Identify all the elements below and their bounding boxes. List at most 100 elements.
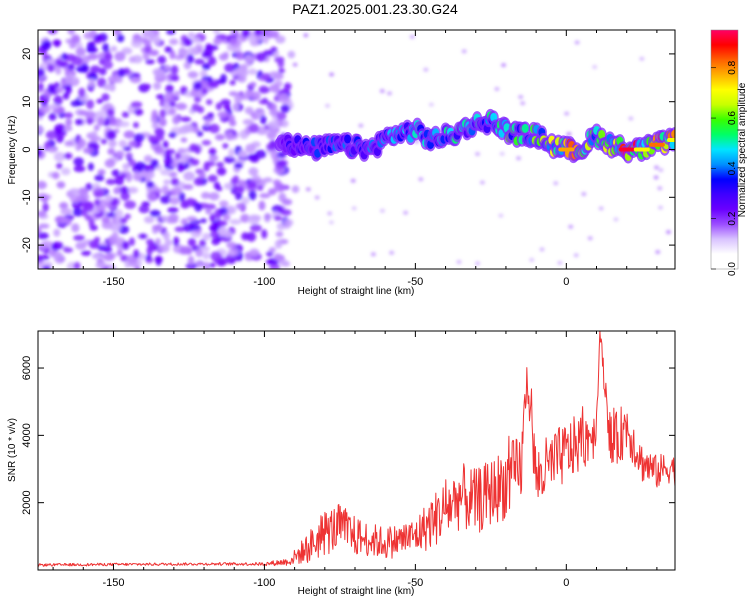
heatmap-noise-blob — [169, 49, 176, 60]
heatmap-noise-blob — [200, 218, 207, 224]
heatmap-noise-blob — [270, 46, 278, 53]
heatmap-noise-blob — [168, 101, 177, 108]
heatmap-noise-blob — [209, 81, 219, 89]
heatmap-noise-blob — [183, 38, 193, 47]
heatmap-noise-blob — [166, 30, 176, 35]
heatmap-faint-blob — [324, 103, 330, 108]
heatmap-noise-blob — [180, 218, 188, 226]
heatmap-faint-blob — [553, 181, 559, 186]
heatmap-noise-blob — [270, 151, 278, 160]
ridge-core — [344, 134, 352, 144]
heatmap-noise-blob — [73, 261, 81, 269]
heatmap-noise-blob — [223, 182, 234, 190]
heatmap-faint-blob — [358, 123, 364, 128]
heatmap-noise-blob — [242, 119, 254, 125]
heatmap-faint-blob — [518, 95, 524, 100]
heatmap-faint-blob — [329, 72, 335, 77]
snr-series-line — [38, 331, 675, 567]
heatmap-noise-blob — [186, 54, 194, 64]
colorbar-tick-label: 0.4 — [727, 161, 738, 175]
heatmap-noise-blob — [201, 87, 208, 95]
y-tick-label: 4000 — [21, 423, 33, 447]
heatmap-noise-blob — [115, 75, 123, 84]
heatmap-noise-blob — [260, 30, 270, 34]
heatmap-noise-blob — [103, 60, 113, 70]
heatmap-noise-blob — [199, 70, 208, 78]
heatmap-noise-blob — [130, 101, 143, 108]
heatmap-noise-blob — [193, 81, 202, 91]
heatmap-noise-blob — [208, 192, 220, 201]
heatmap-noise-blob — [84, 110, 96, 119]
heatmap-noise-blob — [154, 147, 166, 155]
heatmap-noise-blob — [280, 104, 290, 113]
heatmap-noise-blob — [101, 93, 110, 102]
heatmap-noise-blob — [169, 38, 179, 45]
heatmap-noise-blob — [54, 253, 66, 264]
heatmap-noise-blob — [120, 254, 129, 262]
ridge-core — [669, 140, 675, 150]
heatmap-noise-blob — [88, 78, 96, 88]
heatmap-noise-blob — [228, 148, 235, 158]
heatmap-faint-blob — [657, 186, 663, 191]
heatmap-faint-blob — [639, 56, 645, 61]
snr-y-axis-label: SNR (10 * v/v) — [7, 418, 18, 482]
heatmap-noise-blob — [143, 216, 155, 224]
colorbar-gradient — [711, 30, 738, 269]
heatmap-faint-blob — [403, 210, 409, 215]
heatmap-noise-blob — [170, 177, 180, 186]
heatmap-noise-blob — [130, 77, 141, 83]
heatmap-signal-ridge — [274, 108, 675, 164]
heatmap-noise-blob — [218, 206, 228, 216]
heatmap-noise-blob — [75, 47, 86, 57]
heatmap-noise-blob — [48, 249, 56, 257]
heatmap-noise-blob — [108, 83, 116, 92]
heatmap-noise-blob — [218, 226, 228, 237]
heatmap-noise-blob — [185, 262, 198, 269]
x-tick-label: -150 — [102, 577, 124, 589]
heatmap-noise-blob — [55, 66, 62, 75]
heatmap-noise-blob — [134, 161, 147, 171]
heatmap-noise-blob — [240, 94, 251, 100]
x-tick-label: -100 — [253, 577, 275, 589]
heatmap-noise-blob — [200, 191, 211, 199]
heatmap-faint-blob — [314, 195, 320, 200]
heatmap-noise-blob — [275, 231, 284, 238]
heatmap-noise-blob — [73, 165, 86, 173]
snr-background — [38, 331, 675, 570]
heatmap-noise-blob — [207, 56, 217, 66]
heatmap-noise-blob — [203, 261, 210, 269]
heatmap-noise-blob — [165, 84, 174, 94]
heatmap-noise-blob — [93, 254, 105, 260]
heatmap-noise-blob — [209, 230, 220, 239]
ridge-core — [671, 129, 675, 139]
heatmap-noise-blob — [153, 81, 162, 91]
heatmap-noise-blob — [179, 246, 192, 255]
heatmap-noise-blob — [151, 122, 159, 129]
heatmap-noise-blob — [195, 248, 203, 258]
heatmap-noise-blob — [187, 32, 195, 39]
heatmap-noise-blob — [225, 205, 237, 215]
heatmap-noise-blob — [146, 246, 153, 256]
heatmap-noise-blob — [101, 216, 111, 224]
heatmap-faint-blob — [328, 220, 334, 225]
heatmap-noise-blob — [246, 181, 258, 190]
heatmap-noise-blob — [41, 196, 49, 204]
heatmap-noise-blob — [204, 119, 211, 127]
heatmap-noise-blob — [40, 240, 53, 248]
heatmap-noise-blob — [275, 35, 286, 44]
heatmap-noise-blob — [134, 175, 143, 182]
y-tick-label: -20 — [21, 237, 33, 253]
heatmap-noise-blob — [53, 228, 61, 237]
heatmap-noise-blob — [147, 192, 158, 202]
heatmap-noise-blob — [236, 179, 247, 188]
heatmap-noise-blob — [119, 186, 129, 194]
heatmap-noise-blob — [166, 215, 177, 221]
heatmap-noise-blob — [164, 239, 173, 247]
heatmap-noise-blob — [162, 231, 170, 241]
heatmap-noise-blob — [174, 152, 182, 160]
ridge-hotspot — [648, 142, 665, 147]
heatmap-noise-blob — [194, 58, 205, 65]
heatmap-noise-blob — [202, 232, 211, 241]
heatmap-noise-blob — [222, 213, 231, 221]
heatmap-noise-blob — [76, 66, 88, 73]
